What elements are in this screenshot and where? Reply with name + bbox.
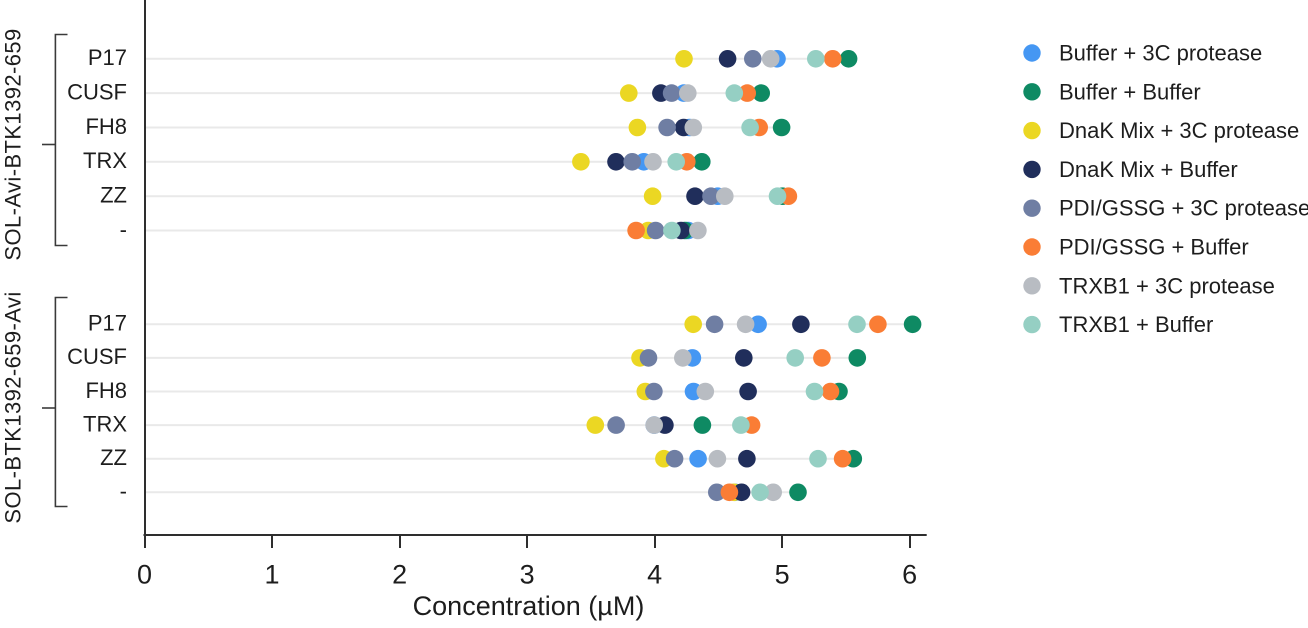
svg-text:P17: P17 xyxy=(88,45,127,70)
svg-text:-: - xyxy=(120,217,127,242)
svg-text:PDI/GSSG + 3C protease: PDI/GSSG + 3C protease xyxy=(1059,196,1308,221)
svg-text:5: 5 xyxy=(775,560,790,590)
svg-text:Concentration (µM): Concentration (µM) xyxy=(413,591,645,621)
svg-text:ZZ: ZZ xyxy=(100,445,127,470)
svg-text:TRX: TRX xyxy=(83,411,127,436)
svg-text:Buffer + Buffer: Buffer + Buffer xyxy=(1059,79,1201,104)
svg-text:Buffer + 3C protease: Buffer + 3C protease xyxy=(1059,41,1262,66)
svg-text:PDI/GSSG + Buffer: PDI/GSSG + Buffer xyxy=(1059,235,1249,260)
svg-text:TRX: TRX xyxy=(83,148,127,173)
svg-text:DnaK Mix + Buffer: DnaK Mix + Buffer xyxy=(1059,157,1238,182)
svg-text:-: - xyxy=(120,479,127,504)
svg-text:1: 1 xyxy=(264,560,279,590)
svg-text:3: 3 xyxy=(520,560,535,590)
svg-text:TRXB1 + Buffer: TRXB1 + Buffer xyxy=(1059,312,1213,337)
svg-text:ZZ: ZZ xyxy=(100,183,127,208)
svg-text:0: 0 xyxy=(137,560,152,590)
svg-text:DnaK Mix + 3C protease: DnaK Mix + 3C protease xyxy=(1059,118,1299,143)
svg-text:FH8: FH8 xyxy=(85,114,127,139)
svg-text:2: 2 xyxy=(392,560,407,590)
svg-text:SOL-Avi-BTK1392-659: SOL-Avi-BTK1392-659 xyxy=(1,28,26,260)
svg-text:CUSF: CUSF xyxy=(67,79,127,104)
svg-text:SOL-BTK1392-659-Avi: SOL-BTK1392-659-Avi xyxy=(1,291,26,523)
svg-text:6: 6 xyxy=(902,560,917,590)
svg-text:CUSF: CUSF xyxy=(67,344,127,369)
svg-text:FH8: FH8 xyxy=(85,378,127,403)
svg-text:TRXB1 + 3C protease: TRXB1 + 3C protease xyxy=(1059,273,1275,298)
svg-text:4: 4 xyxy=(647,560,662,590)
svg-text:P17: P17 xyxy=(88,311,127,336)
